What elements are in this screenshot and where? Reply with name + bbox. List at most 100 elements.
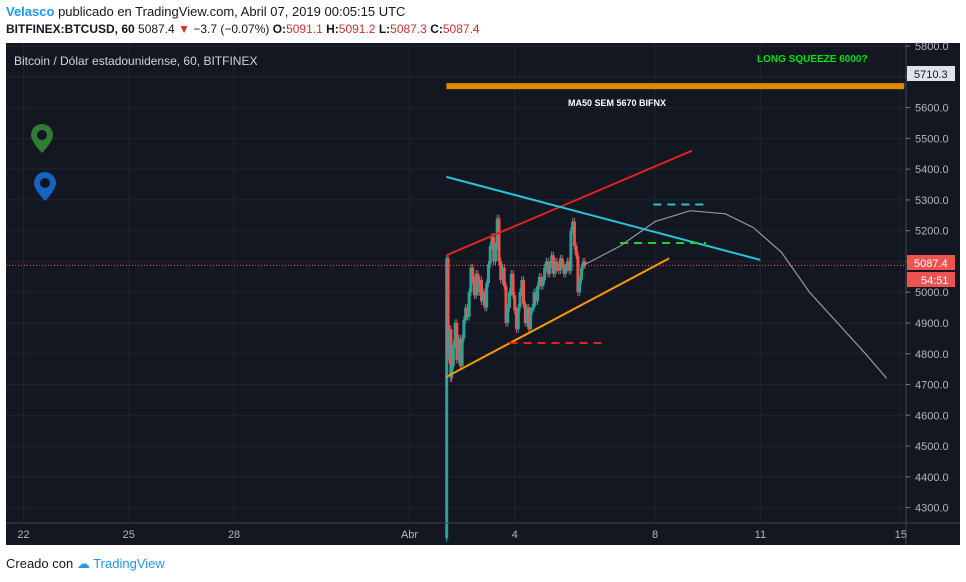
candle-body[interactable] <box>553 261 557 274</box>
candle-body[interactable] <box>513 295 517 311</box>
candle-body[interactable] <box>569 230 573 271</box>
candle-body[interactable] <box>518 292 522 308</box>
candle-body[interactable] <box>481 292 485 302</box>
candle-body[interactable] <box>576 255 580 293</box>
candle-body[interactable] <box>485 283 489 308</box>
candle-body[interactable] <box>509 273 513 293</box>
candle-body[interactable] <box>516 307 520 330</box>
candle-body[interactable] <box>539 276 543 287</box>
candle-body[interactable] <box>534 292 538 302</box>
pane-title: Bitcoin / Dólar estadounidense, 60, BITF… <box>14 54 257 68</box>
resistance-trendline[interactable] <box>445 149 693 257</box>
candle-body[interactable] <box>550 255 554 265</box>
candle-body[interactable] <box>532 292 536 308</box>
candle-body[interactable] <box>546 261 550 274</box>
candle-body[interactable] <box>506 307 510 323</box>
candle-body[interactable] <box>551 255 555 274</box>
candle-body[interactable] <box>446 258 450 360</box>
candle-body[interactable] <box>490 236 494 247</box>
candle-body[interactable] <box>472 279 476 296</box>
candle-body[interactable] <box>560 258 564 265</box>
low-value: 5087.3 <box>390 22 427 36</box>
candle-body[interactable] <box>537 276 541 287</box>
blue-pin-icon[interactable] <box>34 172 56 201</box>
candle-body[interactable] <box>548 264 552 274</box>
candle-body[interactable] <box>465 307 469 317</box>
candle-body[interactable] <box>527 307 531 330</box>
candle-body[interactable] <box>493 246 497 262</box>
candle-body[interactable] <box>449 329 453 379</box>
green-pin-icon[interactable] <box>31 124 53 153</box>
candle-body[interactable] <box>536 286 540 302</box>
candle-body[interactable] <box>572 221 576 247</box>
candle-body[interactable] <box>581 261 585 268</box>
candle-body[interactable] <box>515 310 519 330</box>
candle-body[interactable] <box>471 267 475 280</box>
candle-body[interactable] <box>486 264 490 283</box>
candle-body[interactable] <box>502 267 506 287</box>
candle-body[interactable] <box>583 261 587 266</box>
candle-body[interactable] <box>574 246 578 256</box>
candle-body[interactable] <box>555 261 559 268</box>
candle-body[interactable] <box>458 338 462 367</box>
candle-body[interactable] <box>500 267 504 280</box>
candle-body[interactable] <box>450 366 454 379</box>
candle-body[interactable] <box>499 261 503 280</box>
candle-body[interactable] <box>544 261 548 268</box>
candle-body[interactable] <box>571 221 575 231</box>
candle-body[interactable] <box>455 323 459 360</box>
candle-body[interactable] <box>474 273 478 296</box>
candle-body[interactable] <box>543 267 547 280</box>
tradingview-logo[interactable]: ☁ TradingView <box>76 556 165 571</box>
author-link[interactable]: Velasco <box>6 4 55 19</box>
candle-body[interactable] <box>451 344 455 367</box>
candle-body[interactable] <box>478 279 482 293</box>
candle-body[interactable] <box>462 319 466 339</box>
candle-body[interactable] <box>562 264 566 274</box>
y-tick-label: 5600.0 <box>915 103 949 115</box>
candle-body[interactable] <box>541 279 545 287</box>
y-tick-label: 4600.0 <box>915 410 949 422</box>
candle-body[interactable] <box>476 273 480 293</box>
candle-body[interactable] <box>567 261 571 271</box>
candle-body[interactable] <box>579 267 583 280</box>
footer: Creado con ☁ TradingView <box>6 556 165 572</box>
candle-body[interactable] <box>504 286 508 323</box>
candle-body[interactable] <box>488 246 492 265</box>
candle-body[interactable] <box>557 267 561 271</box>
support-trendline[interactable] <box>445 257 670 378</box>
candle-body[interactable] <box>453 323 457 345</box>
last-price: 5087.4 <box>138 22 175 36</box>
candle-body[interactable] <box>558 258 562 271</box>
y-tick-label: 5200.0 <box>915 226 949 238</box>
candle-body[interactable] <box>464 307 468 320</box>
candle-body[interactable] <box>460 338 464 367</box>
candle-body[interactable] <box>511 273 515 296</box>
candle-body[interactable] <box>469 267 473 293</box>
candle-body[interactable] <box>467 292 471 317</box>
candle-body[interactable] <box>495 218 499 247</box>
candle-body[interactable] <box>508 292 512 308</box>
plot-area[interactable] <box>6 43 906 523</box>
candle-body[interactable] <box>479 279 483 302</box>
triangle-upper-trendline[interactable] <box>446 175 761 261</box>
candle-body[interactable] <box>457 338 461 360</box>
candle-body[interactable] <box>530 307 534 311</box>
projection-path[interactable] <box>584 210 888 379</box>
candle-body[interactable] <box>578 279 582 293</box>
candle-body[interactable] <box>522 279 526 305</box>
x-axis[interactable]: 22 25 28 Abr 4 8 11 15 <box>17 529 906 541</box>
candle-body[interactable] <box>492 236 496 262</box>
close-value: 5087.4 <box>442 22 480 36</box>
candle-body[interactable] <box>483 292 487 308</box>
top-price-badge-text: 5710.3 <box>914 69 948 81</box>
candle-body[interactable] <box>520 279 524 293</box>
candle-body[interactable] <box>497 218 501 262</box>
candle-body[interactable] <box>445 258 449 539</box>
candle-body[interactable] <box>564 267 568 274</box>
candle-body[interactable] <box>523 304 527 323</box>
price-chart[interactable]: 5800.05700.05600.05500.05400.05300.05200… <box>0 0 966 552</box>
candle-body[interactable] <box>525 307 529 323</box>
candle-body[interactable] <box>529 310 533 330</box>
candle-body[interactable] <box>565 261 569 268</box>
